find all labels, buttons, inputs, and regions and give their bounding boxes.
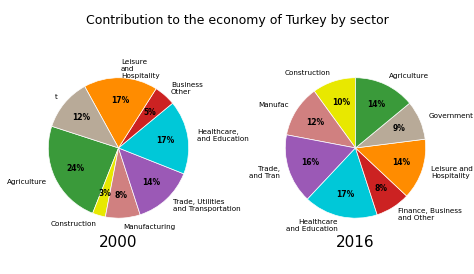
Text: Trade,
and Tran: Trade, and Tran: [249, 166, 280, 179]
Text: Healthcare
and Education: Healthcare and Education: [286, 219, 338, 232]
Text: 16%: 16%: [301, 158, 319, 167]
Text: Agriculture: Agriculture: [389, 73, 429, 79]
Wedge shape: [118, 148, 184, 215]
Text: 2000: 2000: [99, 235, 138, 250]
Wedge shape: [118, 103, 189, 174]
Wedge shape: [105, 148, 140, 218]
Wedge shape: [356, 103, 425, 148]
Wedge shape: [285, 135, 356, 199]
Text: 24%: 24%: [66, 164, 84, 173]
Text: Finance, Business
and Other: Finance, Business and Other: [398, 209, 462, 221]
Text: 3%: 3%: [99, 189, 111, 198]
Text: 8%: 8%: [374, 184, 388, 193]
Text: 17%: 17%: [111, 96, 129, 105]
Wedge shape: [92, 148, 118, 217]
Text: 5%: 5%: [144, 108, 156, 117]
Text: 9%: 9%: [393, 124, 406, 133]
Text: 10%: 10%: [332, 98, 350, 107]
Text: 14%: 14%: [392, 158, 410, 167]
Wedge shape: [356, 78, 410, 148]
Text: Contribution to the economy of Turkey by sector: Contribution to the economy of Turkey by…: [86, 14, 388, 27]
Text: Leisure and
Hospitality: Leisure and Hospitality: [431, 166, 473, 179]
Text: Agriculture: Agriculture: [7, 179, 47, 185]
Text: 17%: 17%: [156, 136, 175, 145]
Text: Trade, Utilities
and Transportation: Trade, Utilities and Transportation: [173, 199, 240, 212]
Wedge shape: [48, 126, 119, 213]
Text: Leisure
and
Hospitality: Leisure and Hospitality: [121, 59, 160, 79]
Text: 2016: 2016: [336, 235, 375, 250]
Wedge shape: [356, 148, 407, 215]
Text: 14%: 14%: [142, 178, 160, 187]
Wedge shape: [356, 139, 426, 196]
Text: 12%: 12%: [306, 118, 324, 127]
Text: 8%: 8%: [115, 191, 128, 200]
Text: Construction: Construction: [285, 70, 331, 76]
Wedge shape: [85, 78, 156, 148]
Text: Business
Other: Business Other: [171, 82, 203, 95]
Text: t: t: [55, 94, 57, 100]
Text: Government: Government: [428, 113, 474, 119]
Wedge shape: [52, 86, 118, 148]
Wedge shape: [314, 78, 356, 148]
Text: 17%: 17%: [336, 190, 354, 199]
Text: Manufacturing: Manufacturing: [124, 224, 176, 230]
Text: 14%: 14%: [367, 100, 385, 109]
Text: 12%: 12%: [73, 113, 91, 122]
Wedge shape: [286, 91, 356, 148]
Wedge shape: [308, 148, 377, 218]
Text: Construction: Construction: [51, 221, 96, 227]
Text: Healthcare,
and Education: Healthcare, and Education: [197, 129, 249, 142]
Wedge shape: [118, 89, 173, 148]
Text: Manufac: Manufac: [258, 102, 289, 109]
